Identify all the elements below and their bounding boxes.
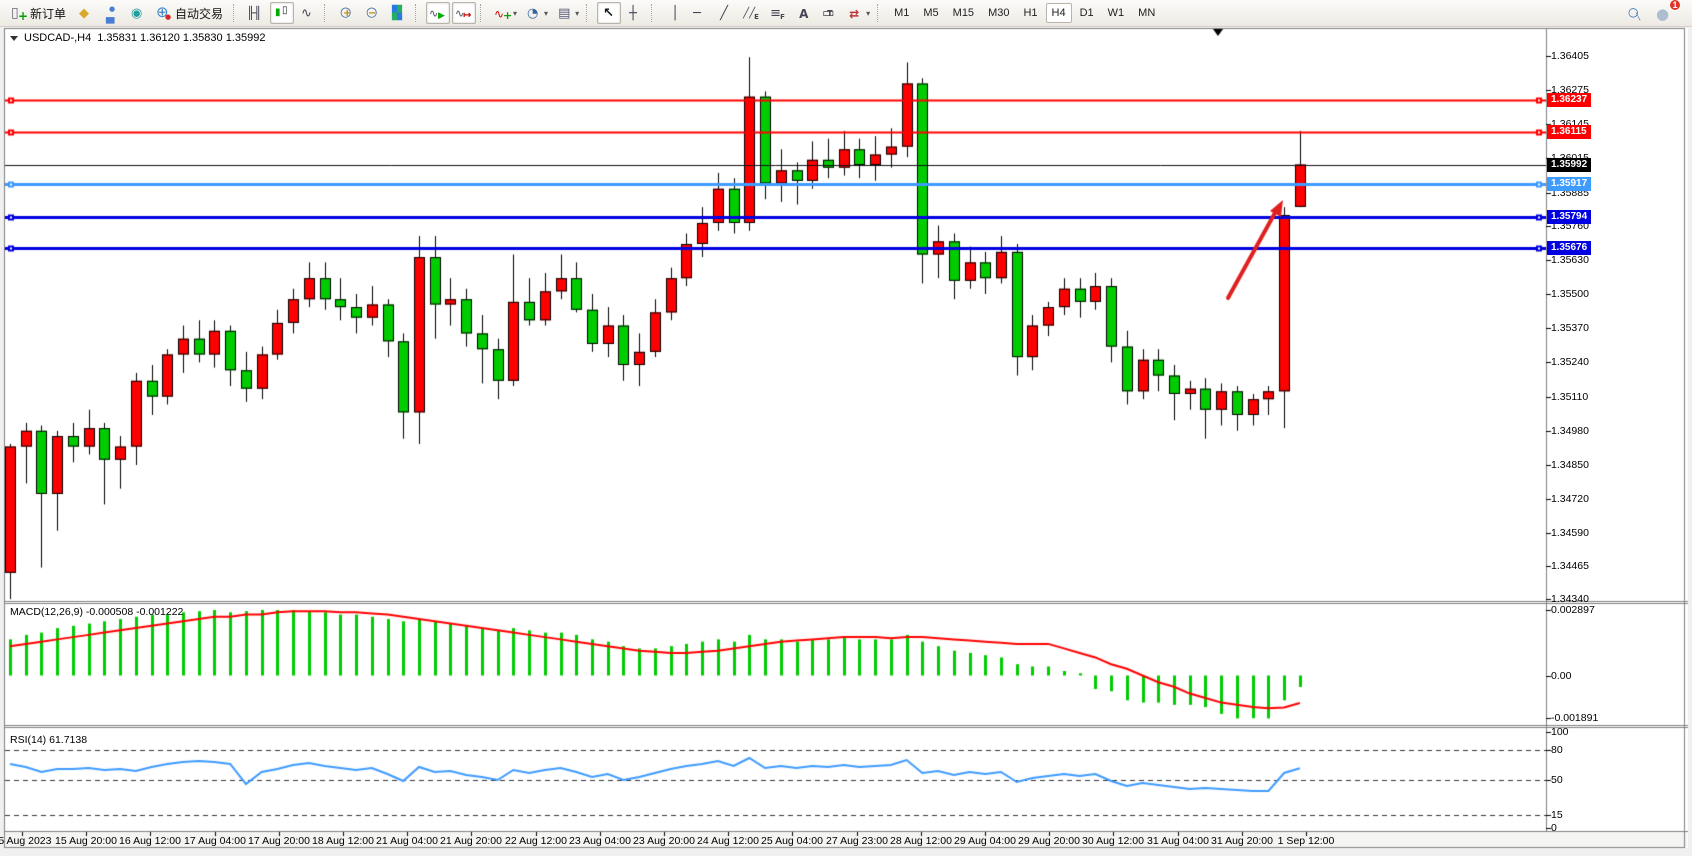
toolbar-separator [480,4,487,22]
candles-icon: ▮ ▯ [275,4,288,18]
toolbar-right: ○ ╲ ● 1 [1622,0,1686,24]
timeframe-h1-button[interactable]: H1 [1023,7,1038,19]
gold-diamond-icon: ◆ [79,5,90,21]
main-toolbar: ▯ + 新订单 ◆ ● ▄ ◉ ⊕ ● 自动交易 ╟╢ ▮ ▯ ∿ ○ + ○ − ▚ ▞ ∿ ▶ ∿ ↦ ∿ + ▾ ◔ ▾ ▤ ▾ ↖ ┼ │… [0,0,1692,27]
toolbar-separator [415,4,422,22]
globe-icon: ⊕ ● [156,2,172,21]
new-order-button[interactable]: ▯ + 新订单 [7,2,72,24]
timeframe-h4-button[interactable]: H4 [1045,3,1072,23]
text-label-button[interactable]: ▭ T [818,2,842,24]
template-icon: ▤ [558,5,571,21]
timeframe-m30-button[interactable]: M30 [988,7,1010,19]
cursor-icon: ↖ [603,5,614,21]
toolbar-separator [324,4,331,22]
text-a-icon: A [799,6,809,21]
zoom-in-button[interactable]: ○ + [335,2,359,24]
line-chart-icon: ∿ [301,5,312,21]
chevron-down-icon: ▾ [513,8,518,18]
chart-wizard-button[interactable]: ◆ [74,2,98,24]
indicators-button[interactable]: ∿ + ▾ [491,2,520,24]
templates-button[interactable]: ▤ ▾ [553,2,582,24]
line-chart-button[interactable]: ∿ [296,2,320,24]
text-label-icon: ▭ T [822,5,835,21]
hline-icon: ─ [693,5,701,21]
zoom-in-icon: ○ + [340,4,352,20]
trendline-button[interactable]: ╱ [714,2,738,24]
timeframe-m15-button[interactable]: M15 [952,7,975,19]
chart-shift-button[interactable]: ∿ ↦ [452,2,477,24]
chevron-down-icon: ▾ [544,8,549,18]
candlestick-chart-button[interactable]: ▮ ▯ [270,2,295,24]
timeframe-w1-button[interactable]: W1 [1107,7,1125,19]
toolbar-separator [586,4,593,22]
crosshair-button[interactable]: ┼ [623,2,647,24]
crosshair-icon: ┼ [629,5,637,21]
cursor-button[interactable]: ↖ [597,2,622,24]
timeframe-d1-button[interactable]: D1 [1079,7,1094,19]
notification-badge: 1 [1669,0,1681,11]
shift-icon: ∿ ↦ [455,6,472,21]
indicator-icon: ∿ + [494,6,513,22]
periods-button[interactable]: ◔ ▾ [522,2,551,24]
autotrading-label: 自动交易 [175,6,224,21]
search-icon: ○ ╲ [1628,4,1641,21]
zoom-out-icon: ○ − [366,4,378,20]
vline-icon: │ [671,5,679,21]
notifications-button[interactable]: ● 1 [1652,0,1681,24]
toolbar-buttons: ▯ + 新订单 ◆ ● ▄ ◉ ⊕ ● 自动交易 ╟╢ ▮ ▯ ∿ ○ + ○ − ▚ ▞ ∿ ▶ ∿ ↦ ∿ + ▾ ◔ ▾ ▤ ▾ ↖ ┼ │… [6,2,887,24]
arrows-icon: ⇄ [849,6,860,21]
chat-icon: ● [1656,4,1670,23]
fibo-icon: ≡ F [770,5,785,21]
vertical-line-button[interactable]: │ [662,2,686,24]
zoom-out-button[interactable]: ○ − [361,2,385,24]
autotrading-button[interactable]: ⊕ ● 自动交易 [152,2,229,24]
search-button[interactable]: ○ ╲ [1623,2,1647,24]
text-button[interactable]: A [792,2,816,24]
equidistant-channel-button[interactable]: ╱╱ E [740,2,764,24]
person-icon: ● ▄ [106,4,116,24]
chevron-down-icon: ▾ [575,8,580,18]
new-order-icon: ▯ + [11,4,29,23]
toolbar-separator [651,4,658,22]
clock-icon: ◔ [527,5,539,21]
timeframe-toolbar: M1 M5 M15 M30 H1 H4 D1 W1 MN [887,3,1162,23]
fibonacci-button[interactable]: ≡ F [766,2,790,24]
new-order-label: 新订单 [30,6,67,21]
toolbar-separator [233,4,240,22]
tiles-icon: ▚ ▞ [392,5,403,21]
tline-icon: ╱ [720,5,728,21]
bars-icon: ╟╢ [247,5,262,20]
channel-icon: ╱╱ E [743,7,759,21]
timeframe-m1-button[interactable]: M1 [894,7,910,19]
timeframe-m5-button[interactable]: M5 [923,7,939,19]
toolbar-separator [877,4,884,22]
tile-windows-button[interactable]: ▚ ▞ [387,2,411,24]
radar-icon: ◉ [131,5,143,21]
horizontal-line-button[interactable]: ─ [688,2,712,24]
timeframe-mn-button[interactable]: MN [1138,7,1156,19]
signals-button[interactable]: ◉ [126,2,150,24]
profile-button[interactable]: ● ▄ [100,2,124,24]
autoscroll-icon: ∿ ▶ [429,6,445,21]
arrows-button[interactable]: ⇄ ▾ [844,2,873,24]
chevron-down-icon: ▾ [866,8,871,18]
bar-chart-button[interactable]: ╟╢ [244,2,268,24]
auto-scroll-button[interactable]: ∿ ▶ [426,2,451,24]
